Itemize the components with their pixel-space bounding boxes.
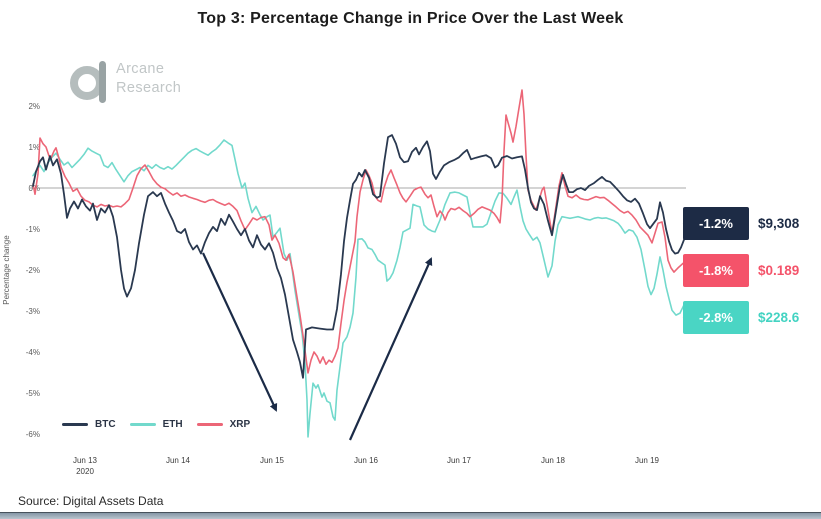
x-tick-label: Jun 16 [354,456,379,465]
legend-swatch-btc [62,423,88,426]
x-tick-label: Jun 17 [447,456,472,465]
bottom-accent-bar [0,512,821,519]
price-label-btc: $9,308 [758,216,800,231]
y-tick-label: -5% [26,389,40,398]
logo-text: Arcane Research [116,60,181,98]
series-line-xrp [32,89,686,374]
series-line-eth [32,139,686,438]
annotation-arrow-2 [348,257,433,441]
chart-title: Top 3: Percentage Change in Price Over t… [197,10,624,27]
legend-label: BTC [95,419,116,430]
badge-row-eth: -2.8% $228.6 [683,301,821,334]
legend-item-eth: ETH [129,419,183,430]
y-tick-label: -6% [26,430,40,439]
y-tick-label: -1% [26,225,40,234]
change-badge-eth: -2.8% [683,301,749,334]
price-label-eth: $228.6 [758,310,800,325]
y-tick-label: -2% [26,266,40,275]
y-tick-label: -4% [26,348,40,357]
x-tick-label: Jun 15 [260,456,285,465]
x-tick-label: Jun 14 [166,456,191,465]
x-tick-label: Jun 13 [73,456,98,465]
legend-item-btc: BTC [62,419,116,430]
logo-bar-icon [99,61,106,103]
badge-row-btc: -1.2% $9,308 [683,207,821,240]
source-text: Source: Digital Assets Data [18,494,164,508]
logo-text-line1: Arcane [116,61,165,77]
annotation-arrow-1 [202,252,278,412]
x-axis-year-label: 2020 [76,467,94,476]
price-label-xrp: $0.189 [758,263,800,278]
y-tick-label: 2% [28,102,40,111]
x-tick-label: Jun 18 [541,456,566,465]
x-tick-label: Jun 19 [635,456,660,465]
change-badge-btc: -1.2% [683,207,749,240]
legend-swatch-eth [129,423,156,426]
legend-item-xrp: XRP [196,419,251,430]
arcane-research-logo: Arcane Research [68,58,268,108]
series-line-btc [32,134,686,379]
change-badge-xrp: -1.8% [683,254,749,287]
badge-row-xrp: -1.8% $0.189 [683,254,821,287]
logo-text-line2: Research [116,80,182,96]
legend-swatch-xrp [196,423,223,426]
y-axis-title: Percentage change [2,235,11,305]
legend-label: XRP [229,419,251,430]
legend-label: ETH [162,419,183,430]
y-tick-label: 1% [28,143,40,152]
y-tick-label: -3% [26,307,40,316]
legend: BTC ETH XRP [62,419,250,430]
